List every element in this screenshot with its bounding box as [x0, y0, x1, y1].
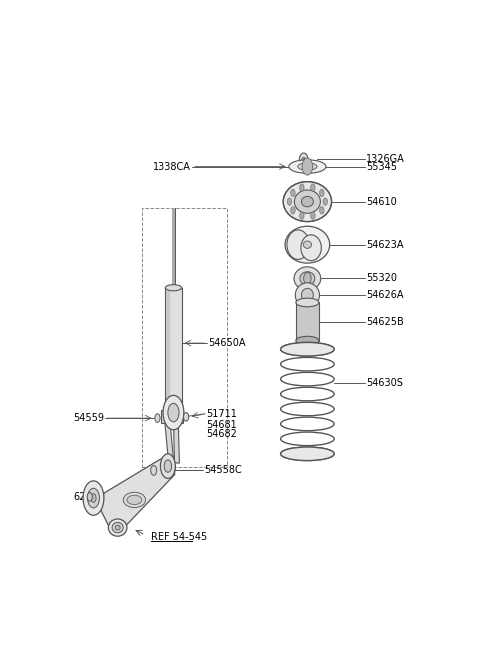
Ellipse shape: [303, 241, 312, 248]
Text: 51711: 51711: [206, 409, 237, 419]
Bar: [165, 288, 181, 411]
Polygon shape: [101, 458, 175, 535]
Ellipse shape: [123, 492, 145, 508]
Ellipse shape: [165, 285, 181, 291]
Circle shape: [87, 493, 92, 501]
Ellipse shape: [294, 267, 321, 290]
Ellipse shape: [294, 190, 321, 214]
Ellipse shape: [165, 407, 181, 414]
Circle shape: [164, 460, 172, 472]
Text: REF 54-545: REF 54-545: [151, 532, 207, 542]
Circle shape: [311, 184, 315, 191]
Circle shape: [83, 481, 104, 515]
Text: 62618: 62618: [73, 492, 104, 502]
Text: 54610: 54610: [366, 196, 396, 206]
Text: 54626A: 54626A: [366, 290, 403, 300]
Ellipse shape: [285, 226, 330, 263]
Text: 54682: 54682: [206, 429, 237, 439]
Text: 54650A: 54650A: [208, 338, 246, 348]
Circle shape: [323, 198, 327, 205]
Ellipse shape: [287, 230, 309, 259]
Circle shape: [291, 206, 295, 214]
Ellipse shape: [301, 196, 313, 207]
Circle shape: [151, 466, 156, 476]
Circle shape: [299, 153, 308, 168]
Bar: [172, 208, 175, 288]
Circle shape: [155, 414, 160, 422]
Text: 54630S: 54630S: [366, 378, 403, 388]
Text: 55320: 55320: [366, 274, 397, 284]
Polygon shape: [165, 423, 174, 463]
Circle shape: [168, 403, 179, 422]
Text: 54681: 54681: [206, 420, 237, 430]
Bar: [142, 208, 228, 467]
Polygon shape: [161, 410, 183, 423]
Ellipse shape: [281, 447, 334, 460]
Ellipse shape: [115, 525, 120, 530]
Circle shape: [163, 396, 184, 430]
Ellipse shape: [283, 181, 332, 221]
Circle shape: [87, 488, 99, 508]
Circle shape: [91, 494, 96, 502]
Text: 1326GA: 1326GA: [366, 153, 405, 164]
Ellipse shape: [296, 336, 319, 345]
Circle shape: [300, 212, 304, 219]
Bar: [172, 208, 175, 288]
Circle shape: [300, 184, 304, 191]
Text: 54559: 54559: [73, 413, 104, 423]
Circle shape: [288, 198, 292, 205]
Text: 54625B: 54625B: [366, 316, 404, 327]
Circle shape: [183, 413, 189, 421]
Bar: [296, 303, 319, 341]
Circle shape: [311, 212, 315, 219]
Bar: [167, 291, 170, 407]
Circle shape: [320, 206, 324, 214]
Ellipse shape: [301, 235, 321, 261]
Circle shape: [302, 158, 312, 175]
Circle shape: [291, 189, 295, 196]
Circle shape: [160, 454, 175, 478]
Ellipse shape: [112, 523, 123, 533]
Text: 54623A: 54623A: [366, 240, 403, 250]
Circle shape: [302, 157, 305, 164]
Ellipse shape: [127, 495, 142, 504]
Ellipse shape: [289, 160, 326, 174]
Text: 55345: 55345: [366, 162, 397, 172]
Ellipse shape: [281, 343, 334, 356]
Ellipse shape: [295, 283, 320, 307]
Text: 54558C: 54558C: [204, 466, 242, 476]
Ellipse shape: [300, 272, 315, 286]
Circle shape: [304, 272, 311, 285]
Ellipse shape: [301, 288, 313, 302]
Text: 1338CA: 1338CA: [153, 162, 191, 172]
Ellipse shape: [298, 163, 317, 170]
Ellipse shape: [108, 519, 127, 536]
Circle shape: [320, 189, 324, 196]
Polygon shape: [173, 423, 180, 463]
Ellipse shape: [296, 298, 319, 307]
